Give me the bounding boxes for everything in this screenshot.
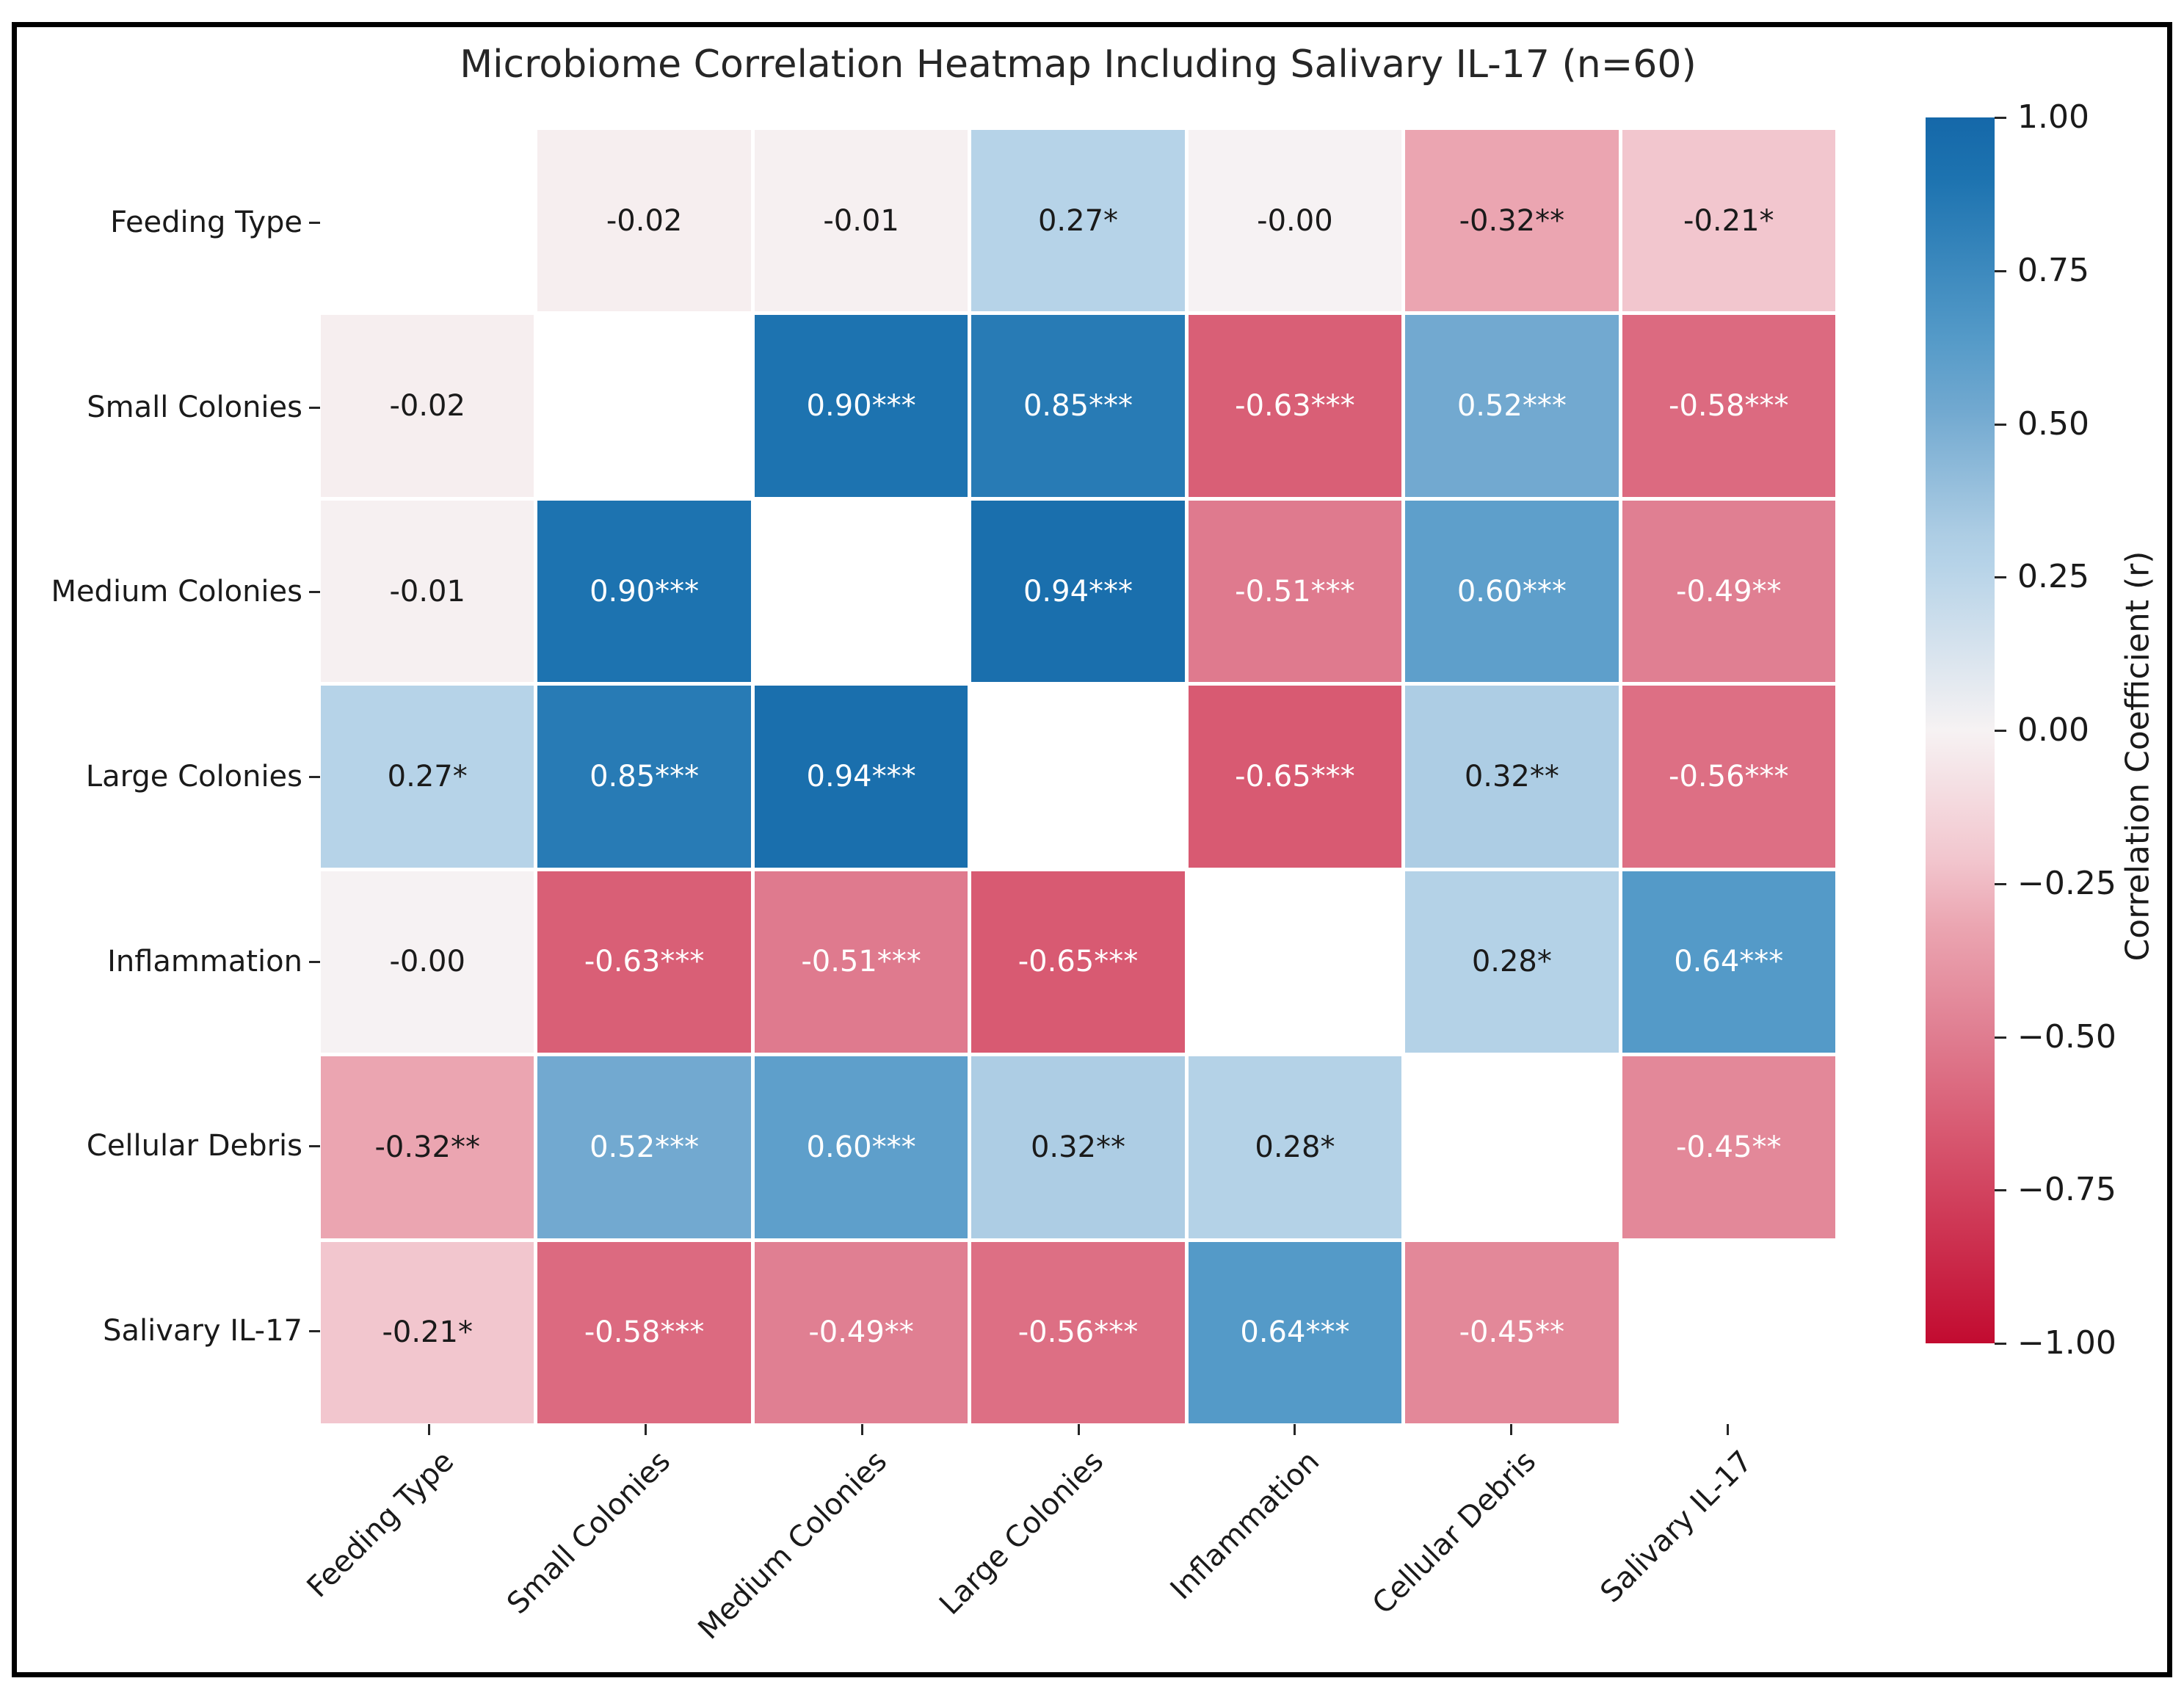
y-tick-mark [309,776,320,778]
y-axis-label: Inflammation [107,944,302,978]
heatmap-cell-masked [321,130,534,312]
colorbar-label: Correlation Coefficient (r) [2119,551,2157,962]
heatmap-cell: 0.64*** [1622,871,1835,1053]
heatmap-cell: -0.51*** [1188,500,1402,683]
colorbar [1926,117,1995,1343]
heatmap-cell: 0.28* [1405,871,1619,1053]
heatmap-cell: -0.58*** [537,1241,751,1423]
x-tick-mark [1294,1424,1296,1435]
x-tick-mark [1726,1424,1729,1435]
heatmap-cell-masked [971,686,1185,868]
heatmap-cell-masked [537,315,751,497]
y-axis-label: Small Colonies [87,390,302,424]
heatmap-cell: -0.51*** [754,871,968,1053]
colorbar-tick-mark [1995,730,2006,732]
heatmap-cell: 0.94*** [754,686,968,868]
heatmap-cell: 0.85*** [971,315,1185,497]
colorbar-tick-mark [1995,576,2006,579]
heatmap-cell: -0.00 [321,871,534,1053]
heatmap-grid: -0.02 -0.01 0.27* -0.00 -0.32** -0.21* -0.02 0.… [321,130,1835,1423]
heatmap-cell: 0.94*** [971,500,1185,683]
heatmap-cell-masked [1405,1056,1619,1238]
heatmap-cell: -0.00 [1188,130,1402,312]
colorbar-tick-label: 0.25 [2017,558,2089,596]
heatmap-cell: 0.52*** [1405,315,1619,497]
heatmap-cell: -0.21* [1622,130,1835,312]
y-tick-mark [309,406,320,409]
heatmap-cell: -0.58*** [1622,315,1835,497]
colorbar-tick-mark [1995,882,2006,885]
heatmap-cell: -0.63*** [537,871,751,1053]
x-tick-mark [645,1424,647,1435]
heatmap-cell: 0.52*** [537,1056,751,1238]
y-tick-mark [309,1145,320,1148]
heatmap-cell: -0.56*** [971,1241,1185,1423]
colorbar-tick-mark [1995,117,2006,119]
figure-border [12,22,2172,1677]
y-axis-label: Salivary IL-17 [103,1314,302,1348]
heatmap-cell: 0.90*** [754,315,968,497]
heatmap-cell: 0.28* [1188,1056,1402,1238]
colorbar-tick-label: 0.50 [2017,404,2089,443]
heatmap-cell: -0.63*** [1188,315,1402,497]
heatmap-cell: -0.01 [754,130,968,312]
heatmap-cell-masked [1188,871,1402,1053]
heatmap-cell: -0.65*** [1188,686,1402,868]
heatmap-cell: 0.64*** [1188,1241,1402,1423]
heatmap-cell: 0.32** [971,1056,1185,1238]
x-tick-mark [428,1424,431,1435]
colorbar-tick-label: 0.75 [2017,251,2089,289]
y-axis-label: Cellular Debris [86,1129,302,1163]
x-tick-mark [1509,1424,1512,1435]
chart-title: Microbiome Correlation Heatmap Including… [460,43,1697,87]
heatmap-cell: -0.32** [321,1056,534,1238]
y-tick-mark [309,960,320,963]
heatmap-cell-masked [754,500,968,683]
y-axis-label: Feeding Type [110,205,302,239]
colorbar-tick-label: 0.00 [2017,711,2089,749]
heatmap-cell: -0.56*** [1622,686,1835,868]
heatmap-cell: -0.21* [321,1241,534,1423]
colorbar-tick-mark [1995,423,2006,426]
y-axis-label: Large Colonies [85,760,302,794]
heatmap-cell: -0.45** [1622,1056,1835,1238]
heatmap-cell: -0.45** [1405,1241,1619,1423]
heatmap-cell: -0.02 [537,130,751,312]
colorbar-tick-mark [1995,1036,2006,1039]
heatmap-cell: 0.32** [1405,686,1619,868]
heatmap-cell: -0.02 [321,315,534,497]
heatmap-cell: 0.27* [321,686,534,868]
colorbar-tick-mark [1995,1343,2006,1345]
heatmap-cell: 0.90*** [537,500,751,683]
colorbar-tick-mark [1995,1189,2006,1192]
heatmap-cell: -0.49** [754,1241,968,1423]
y-tick-mark [309,1330,320,1333]
x-tick-mark [1077,1424,1080,1435]
heatmap-cell: 0.85*** [537,686,751,868]
colorbar-tick-label: −1.00 [2017,1324,2116,1362]
y-tick-mark [309,221,320,224]
colorbar-tick-label: −0.50 [2017,1017,2116,1056]
heatmap-cell: -0.49** [1622,500,1835,683]
colorbar-tick-mark [1995,269,2006,272]
colorbar-tick-label: 1.00 [2017,98,2089,136]
x-tick-mark [860,1424,863,1435]
heatmap-cell: 0.60*** [754,1056,968,1238]
heatmap-cell: -0.32** [1405,130,1619,312]
heatmap-cell: 0.60*** [1405,500,1619,683]
heatmap-cell: -0.01 [321,500,534,683]
colorbar-tick-label: −0.75 [2017,1171,2116,1209]
heatmap-cell: -0.65*** [971,871,1185,1053]
heatmap-cell-masked [1622,1241,1835,1423]
colorbar-tick-label: −0.25 [2017,864,2116,902]
y-axis-label: Medium Colonies [51,575,302,609]
heatmap-cell: 0.27* [971,130,1185,312]
y-tick-mark [309,591,320,594]
